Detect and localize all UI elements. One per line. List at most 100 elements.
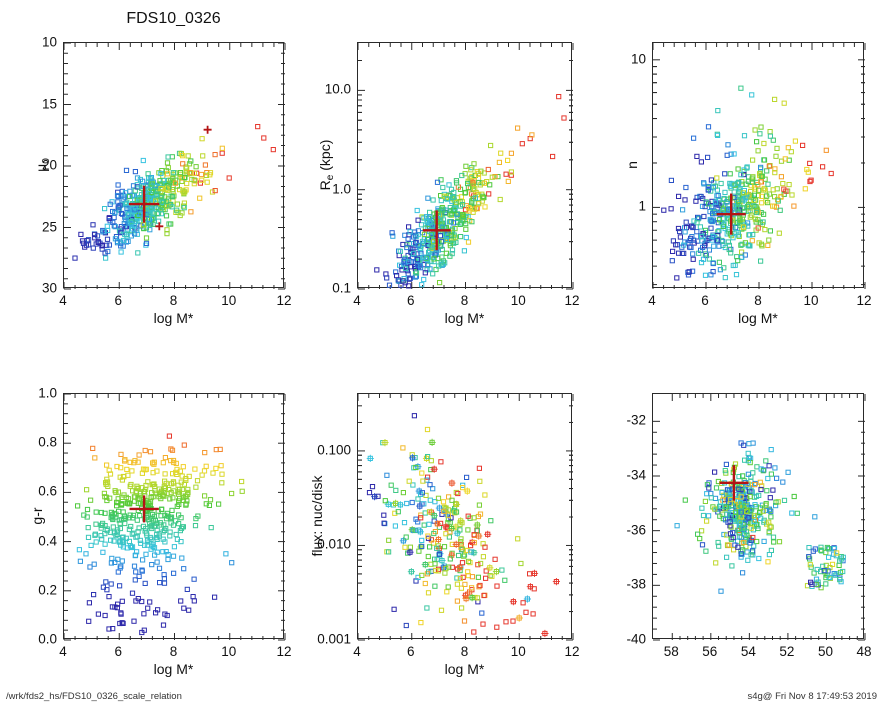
data-point (197, 180, 204, 186)
data-point (415, 262, 421, 268)
data-point (386, 537, 392, 543)
data-point (406, 276, 413, 282)
data-point (818, 585, 824, 591)
data-point (772, 96, 778, 102)
data-point (482, 492, 488, 498)
data-point (750, 232, 756, 238)
panel-flux-xaxis-title: log M* (444, 661, 485, 677)
data-point (699, 234, 705, 240)
data-point (753, 209, 760, 216)
data-point (474, 169, 480, 175)
data-point (723, 504, 729, 510)
data-point (463, 163, 469, 169)
data-point (108, 537, 114, 543)
data-point (134, 534, 140, 540)
data-point (758, 124, 764, 130)
data-point (704, 482, 710, 488)
data-point (423, 492, 429, 499)
data-point (152, 552, 158, 558)
data-point (420, 241, 426, 247)
data-point (449, 564, 455, 570)
data-point-plus (430, 512, 438, 520)
data-point (135, 212, 141, 219)
panel-gr-xtick-label: 8 (169, 644, 178, 659)
data-point (418, 512, 424, 518)
panel-n-highlight-cross (716, 193, 746, 235)
data-point (561, 115, 567, 121)
data-point (497, 196, 503, 203)
data-point (111, 538, 117, 544)
data-point (448, 233, 455, 239)
data-point (741, 495, 747, 501)
data-point (194, 478, 201, 484)
data-point (496, 159, 503, 166)
data-point (400, 490, 406, 496)
data-point (742, 240, 749, 246)
data-point (430, 540, 437, 546)
data-point (163, 213, 170, 219)
data-point (200, 153, 206, 159)
data-point (210, 470, 216, 476)
data-point (98, 509, 104, 516)
data-point-plus (448, 551, 456, 559)
data-point (172, 180, 179, 186)
panel-n-ticks (652, 43, 866, 289)
data-point (747, 494, 753, 500)
data-point (410, 250, 417, 257)
data-point (419, 238, 425, 245)
data-point (495, 174, 501, 180)
data-point (120, 620, 126, 627)
data-point (424, 605, 430, 611)
data-point (192, 523, 199, 529)
data-point (811, 570, 817, 576)
data-point (115, 569, 121, 575)
data-point (738, 551, 744, 557)
data-point (239, 478, 245, 485)
data-point (459, 605, 465, 611)
panel-sky-ytick-label: -40 (626, 631, 646, 647)
data-point (164, 185, 170, 191)
data-point (716, 543, 722, 549)
data-point (460, 485, 466, 491)
data-point (119, 539, 125, 545)
data-point (99, 242, 106, 248)
data-point (679, 244, 685, 250)
data-point (740, 570, 746, 576)
data-point (685, 269, 691, 276)
panel-n-points (661, 85, 834, 281)
data-point (428, 232, 434, 238)
data-point (461, 618, 468, 624)
data-point (156, 494, 162, 500)
data-point (147, 524, 154, 530)
data-point (442, 570, 448, 576)
data-point (826, 554, 832, 560)
data-point (182, 174, 188, 181)
data-point (800, 142, 806, 149)
panel-sky-xtick-label: 56 (702, 644, 718, 659)
data-point (154, 188, 160, 194)
data-point (480, 193, 486, 199)
data-point (113, 533, 119, 539)
data-point (695, 214, 701, 221)
data-point (160, 549, 166, 555)
data-point (694, 229, 700, 235)
data-point (743, 195, 749, 201)
data-point (700, 244, 706, 251)
data-point (115, 199, 121, 205)
data-point (710, 269, 716, 275)
data-point (381, 520, 387, 526)
data-point (406, 224, 412, 230)
data-point (411, 413, 417, 419)
data-point (432, 561, 438, 567)
data-point (721, 196, 727, 202)
data-point (750, 470, 756, 476)
data-point (163, 480, 169, 487)
data-point (131, 563, 138, 569)
data-point (661, 207, 667, 213)
data-point (127, 193, 133, 200)
data-point (93, 509, 99, 515)
data-point (477, 582, 483, 589)
data-point (166, 433, 173, 439)
data-point (449, 247, 456, 253)
data-point (807, 178, 813, 185)
